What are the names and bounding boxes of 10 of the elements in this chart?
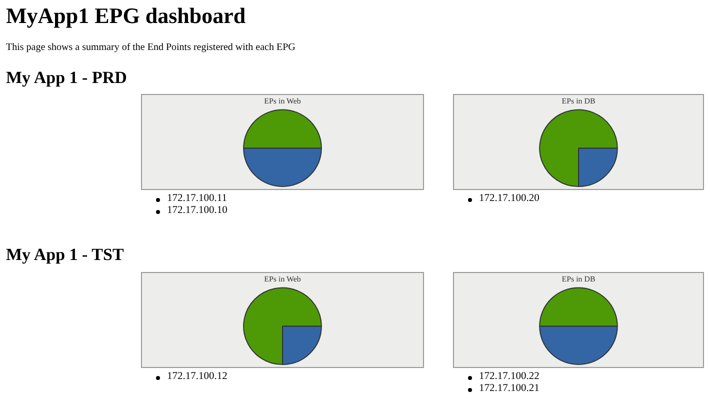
text: My App 1 - PRD: [6, 68, 127, 88]
text: 172.17.100.10: [167, 205, 228, 216]
text: MyApp1 EPG dashboard: [6, 3, 247, 29]
text: 172.17.100.22: [479, 371, 540, 382]
text: My App 1 - TST: [6, 245, 124, 265]
text: 172.17.100.11: [167, 193, 227, 204]
text: 172.17.100.20: [479, 193, 540, 204]
text: 172.17.100.21: [479, 383, 540, 394]
text: 172.17.100.12: [167, 371, 228, 382]
text: This page shows a summary of the End Points registered with each EPG: [6, 42, 296, 54]
